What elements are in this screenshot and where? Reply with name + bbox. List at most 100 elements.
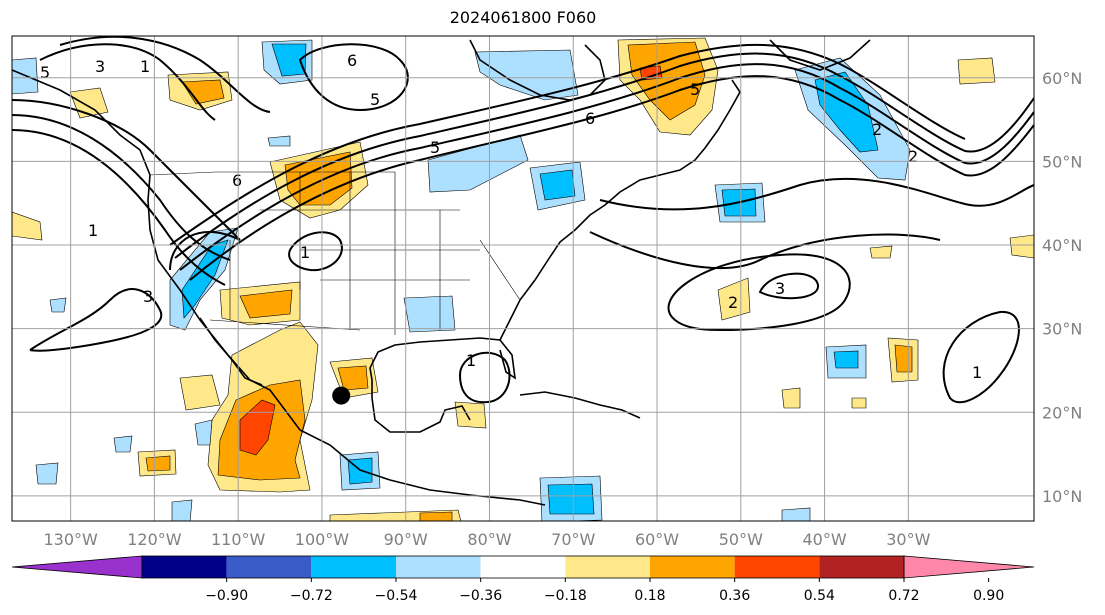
colorbar-tick-label: 0.36 — [719, 588, 750, 604]
lon-tick-label: 80°W — [467, 530, 511, 549]
lat-tick-label: 40°N — [1042, 236, 1082, 255]
gridlines — [12, 36, 1034, 521]
colorbar-outline — [141, 555, 905, 579]
colorbar — [11, 555, 1035, 579]
shade-positive — [717, 277, 751, 321]
colorbar-segment — [650, 556, 735, 578]
shade-negative — [833, 350, 859, 369]
shade-positive — [869, 245, 893, 259]
shade-negative — [171, 499, 193, 521]
shade-negative — [49, 297, 67, 313]
lat-tick-label: 60°N — [1042, 69, 1082, 88]
colorbar-extend-low — [11, 555, 143, 579]
colorbar-tick-label: −0.36 — [459, 588, 502, 604]
shade-positive — [851, 397, 867, 409]
shade-negative — [474, 49, 579, 101]
contour-label: 6 — [585, 109, 595, 128]
lat-tick-label: 10°N — [1042, 487, 1082, 506]
contour-line — [29, 288, 163, 352]
lat-tick-label: 50°N — [1042, 152, 1082, 171]
contour-label: 1 — [466, 351, 476, 370]
contour-line — [942, 310, 1020, 404]
coastlines — [12, 39, 871, 506]
colorbar-tick-label: −0.18 — [544, 588, 587, 604]
lon-tick-label: 60°W — [635, 530, 679, 549]
shade-positive — [957, 57, 996, 85]
contour-label: 2 — [908, 147, 918, 166]
contour-label: 5 — [690, 80, 700, 99]
caribbean-islands — [519, 391, 641, 419]
shade-negative — [194, 419, 213, 446]
colorbar-tick-label: −0.54 — [375, 588, 418, 604]
colorbar-tick-label: 0.18 — [634, 588, 665, 604]
shade-positive — [419, 511, 453, 521]
shade-positive — [179, 374, 221, 411]
shade-positive — [1009, 234, 1034, 259]
lon-tick-label: 100°W — [295, 530, 350, 549]
lon-tick-label: 110°W — [211, 530, 266, 549]
contour-line — [298, 43, 409, 112]
colorbar-segment — [142, 556, 227, 578]
contour-line — [458, 351, 511, 404]
map-area: 5 3 1 6 5 5 6 1 1 3 1 6 5 2 3 2 1 2 — [12, 36, 1034, 521]
contour-label: 6 — [347, 51, 357, 70]
lon-tick-label: 90°W — [384, 530, 428, 549]
contour-line — [758, 272, 819, 300]
lat-tick-label: 20°N — [1042, 403, 1082, 422]
lon-tick-label: 120°W — [127, 530, 182, 549]
contour-line — [39, 43, 216, 121]
contour-label: 3 — [95, 57, 105, 76]
colorbar-tick-label: 0.72 — [888, 588, 919, 604]
shade-negative — [403, 295, 456, 333]
colorbar-segment — [311, 556, 396, 578]
contour-label: 3 — [143, 287, 153, 306]
contour-line — [169, 230, 241, 271]
lon-tick-label: 50°W — [719, 530, 763, 549]
baja-california — [199, 317, 263, 386]
latitude-labels: 60°N 50°N 40°N 30°N 20°N 10°N — [1042, 69, 1082, 506]
shade-negative — [267, 135, 291, 147]
contour-line — [189, 75, 1034, 281]
colorbar-tick-label: −0.72 — [290, 588, 333, 604]
contour-line — [59, 36, 271, 113]
colorbar-extend-high — [903, 555, 1035, 579]
shade-negative — [347, 457, 373, 485]
colorbar-tick-labels: −0.90 −0.72 −0.54 −0.36 −0.18 0.18 0.36 0.54 0.7… — [205, 578, 1004, 604]
contour-label: 2 — [872, 120, 882, 139]
contour-label: 1 — [972, 363, 982, 382]
shade-positive — [181, 79, 225, 105]
contour-line — [12, 99, 241, 241]
contour-label: 1 — [88, 221, 98, 240]
contour-label: 2 — [728, 293, 738, 312]
contour-label: 5 — [430, 138, 440, 157]
contour-line — [12, 129, 226, 286]
colorbar-segment — [480, 556, 566, 578]
shade-negative — [113, 435, 133, 453]
shade-positive — [145, 455, 171, 472]
colorbar-segment — [226, 556, 312, 578]
shade-positive — [239, 289, 293, 319]
colorbar-segment — [734, 556, 820, 578]
contour-label: 6 — [232, 171, 242, 190]
lon-tick-label: 30°W — [886, 530, 930, 549]
map-frame — [11, 35, 1035, 522]
contour-label: 3 — [775, 279, 785, 298]
shade-positive — [627, 41, 706, 121]
contour-line — [12, 114, 231, 261]
contour-line — [174, 52, 1034, 259]
shade-negative — [539, 169, 576, 201]
colorbar-segment — [819, 556, 904, 578]
gulf-of-mexico-coast — [369, 337, 517, 433]
contour-label: 1 — [300, 243, 310, 262]
shade-negative — [35, 462, 59, 485]
contour-label: 5 — [370, 90, 380, 109]
contour-line — [667, 253, 851, 332]
shade-positive — [894, 344, 913, 373]
colorbar-tick-label: 0.90 — [973, 588, 1004, 604]
colorbar-segment — [565, 556, 650, 578]
contour-labels: 5 3 1 6 5 5 6 1 1 3 1 6 5 2 3 2 1 2 — [40, 51, 982, 382]
lon-tick-label: 40°W — [802, 530, 846, 549]
contour-line — [599, 177, 1034, 211]
contour-label: 5 — [40, 63, 50, 82]
map-title: 2024061800 F060 — [449, 8, 597, 27]
